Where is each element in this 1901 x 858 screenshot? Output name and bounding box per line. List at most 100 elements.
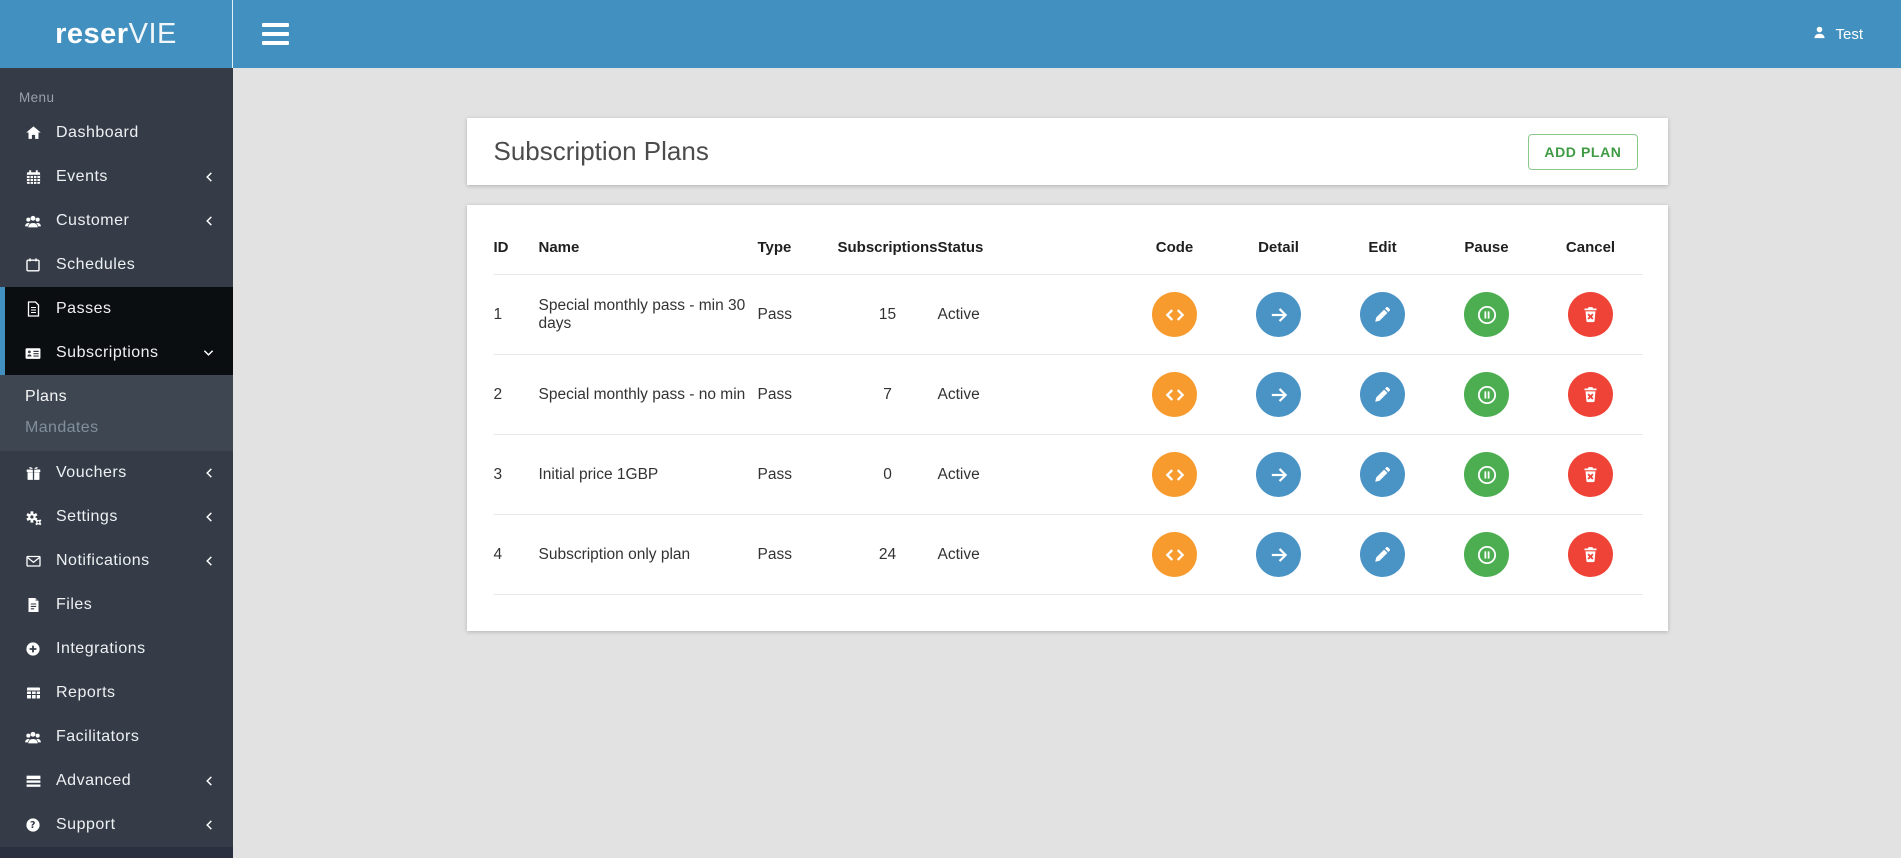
cell-id: 1: [493, 274, 539, 355]
submenu-item-mandates[interactable]: Mandates: [0, 412, 233, 443]
sidebar-item-label: Events: [56, 168, 108, 185]
table-header-row: ID Name Type Subscriptions Status Code D…: [493, 215, 1643, 275]
app-logo[interactable]: reser VIE: [0, 0, 233, 68]
pause-button[interactable]: [1464, 532, 1509, 577]
code-button[interactable]: [1152, 532, 1197, 577]
pause-circle-icon: [1477, 545, 1496, 564]
column-header-name: Name: [538, 215, 758, 275]
sidebar-item-notifications[interactable]: Notifications: [0, 539, 233, 583]
column-header-type: Type: [757, 215, 838, 275]
column-header-cancel: Cancel: [1538, 215, 1643, 275]
gift-icon: [23, 465, 43, 482]
pencil-icon: [1375, 466, 1391, 482]
file-icon: [23, 597, 43, 613]
chevron-left-icon: [204, 215, 215, 228]
cancel-button[interactable]: [1568, 452, 1613, 497]
plans-table-card: ID Name Type Subscriptions Status Code D…: [466, 205, 1668, 631]
edit-button[interactable]: [1360, 452, 1405, 497]
chevron-left-icon: [204, 775, 215, 788]
sidebar-item-reports[interactable]: Reports: [0, 671, 233, 715]
pause-circle-icon: [1477, 465, 1496, 484]
submenu-item-label: Plans: [25, 387, 68, 405]
sidebar-item-dashboard[interactable]: Dashboard: [0, 111, 233, 155]
sidebar-item-label: Settings: [56, 508, 118, 525]
cancel-button[interactable]: [1568, 372, 1613, 417]
subscriptions-submenu: Plans Mandates: [0, 375, 233, 451]
column-header-id: ID: [493, 215, 539, 275]
sidebar-item-label: Integrations: [56, 640, 146, 657]
pause-circle-icon: [1477, 385, 1496, 404]
users-icon: [23, 729, 43, 746]
sidebar-item-events[interactable]: Events: [0, 155, 233, 199]
detail-button[interactable]: [1256, 292, 1301, 337]
sidebar-item-advanced[interactable]: Advanced: [0, 759, 233, 803]
code-icon: [1165, 548, 1184, 561]
code-icon: [1165, 308, 1184, 321]
column-header-subscriptions: Subscriptions: [837, 215, 938, 275]
submenu-item-plans[interactable]: Plans: [0, 381, 233, 412]
code-button[interactable]: [1152, 292, 1197, 337]
chevron-left-icon: [204, 467, 215, 480]
svg-text:?: ?: [30, 820, 36, 831]
pencil-icon: [1375, 386, 1391, 402]
table-row: 4 Subscription only plan Pass 24 Active: [493, 514, 1643, 595]
cell-type: Pass: [757, 274, 838, 355]
column-header-code: Code: [1122, 215, 1227, 275]
code-icon: [1165, 468, 1184, 481]
cell-status: Active: [937, 274, 1123, 355]
sidebar-item-subscriptions[interactable]: Subscriptions: [5, 331, 233, 375]
sidebar-item-label: Advanced: [56, 772, 132, 789]
user-menu[interactable]: Test: [1812, 25, 1863, 44]
id-card-icon: [23, 345, 43, 362]
sidebar-item-files[interactable]: Files: [0, 583, 233, 627]
table-row: 1 Special monthly pass - min 30 days Pas…: [493, 274, 1643, 355]
top-navbar: reser VIE Test: [0, 0, 1901, 68]
trash-icon: [1584, 467, 1597, 483]
detail-button[interactable]: [1256, 532, 1301, 577]
edit-button[interactable]: [1360, 292, 1405, 337]
trash-icon: [1584, 307, 1597, 323]
sidebar-active-group: Passes Subscriptions: [0, 287, 233, 375]
page-title: Subscription Plans: [493, 136, 709, 166]
sidebar-item-label: Dashboard: [56, 124, 139, 141]
sidebar-item-schedules[interactable]: Schedules: [0, 243, 233, 287]
code-button[interactable]: [1152, 372, 1197, 417]
table-row: 3 Initial price 1GBP Pass 0 Active: [493, 434, 1643, 515]
sidebar-item-customer[interactable]: Customer: [0, 199, 233, 243]
user-name-label: Test: [1835, 25, 1863, 43]
sidebar: Menu Dashboard Events Customer Schedules: [0, 68, 233, 858]
sidebar-item-integrations[interactable]: Integrations: [0, 627, 233, 671]
add-plan-button[interactable]: ADD PLAN: [1528, 133, 1638, 170]
cancel-button[interactable]: [1568, 532, 1613, 577]
cell-name: Subscription only plan: [538, 514, 758, 595]
detail-button[interactable]: [1256, 372, 1301, 417]
detail-button[interactable]: [1256, 452, 1301, 497]
pause-button[interactable]: [1464, 372, 1509, 417]
cell-type: Pass: [757, 514, 838, 595]
arrow-right-icon: [1271, 467, 1287, 482]
code-button[interactable]: [1152, 452, 1197, 497]
sidebar-item-facilitators[interactable]: Facilitators: [0, 715, 233, 759]
cell-status: Active: [937, 514, 1123, 595]
users-icon: [23, 213, 43, 230]
plans-table: ID Name Type Subscriptions Status Code D…: [493, 215, 1643, 595]
sidebar-item-settings[interactable]: Settings: [0, 495, 233, 539]
cell-id: 4: [493, 514, 539, 595]
cancel-button[interactable]: [1568, 292, 1613, 337]
sidebar-item-label: Subscriptions: [56, 344, 159, 361]
pause-button[interactable]: [1464, 452, 1509, 497]
column-header-pause: Pause: [1434, 215, 1539, 275]
edit-button[interactable]: [1360, 532, 1405, 577]
sidebar-item-passes[interactable]: Passes: [5, 287, 233, 331]
sidebar-footer-strip: [0, 847, 233, 858]
sidebar-toggle-button[interactable]: [262, 23, 289, 45]
cell-status: Active: [937, 434, 1123, 515]
file-text-icon: [23, 301, 43, 317]
sidebar-item-support[interactable]: ? Support: [0, 803, 233, 847]
pause-button[interactable]: [1464, 292, 1509, 337]
chevron-left-icon: [204, 171, 215, 184]
cell-id: 3: [493, 434, 539, 515]
sidebar-item-vouchers[interactable]: Vouchers: [0, 451, 233, 495]
edit-button[interactable]: [1360, 372, 1405, 417]
cell-subscriptions: 0: [837, 434, 938, 515]
